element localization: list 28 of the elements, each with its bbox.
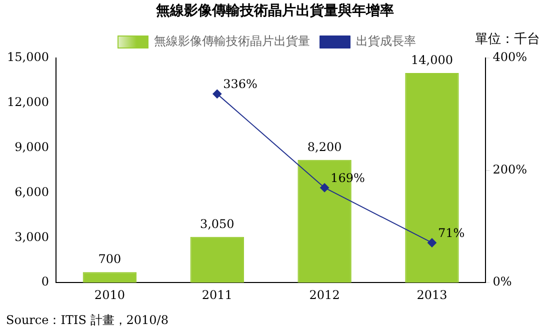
legend-label: 無線影像傳輸技術晶片出貨量 — [154, 34, 310, 48]
y2-tick-label: 200% — [492, 162, 528, 176]
data-label: 14,000 — [410, 53, 453, 68]
y2-tick-label: 0% — [492, 274, 512, 289]
chart-subtitle: 單位：千台 — [475, 31, 540, 48]
bar — [190, 236, 244, 283]
y-tick-label: 9,000 — [14, 140, 49, 154]
x-tick-label: 2011 — [202, 288, 232, 302]
data-label: 700 — [98, 252, 122, 266]
y-tick-label: 0 — [41, 274, 49, 289]
data-label: 8,200 — [307, 140, 342, 154]
point — [427, 238, 436, 248]
bar — [82, 272, 137, 283]
y-tick-label: 15,000 — [6, 50, 49, 64]
data-label: 3,050 — [200, 217, 234, 232]
legend-label: 出貨成長率 — [356, 34, 416, 48]
x-tick-label: 2012 — [309, 288, 340, 302]
x-tick-label: 2010 — [94, 288, 125, 302]
point — [320, 183, 330, 192]
x-tick-label: 2013 — [416, 288, 448, 302]
y-tick-label: 6,000 — [14, 184, 49, 199]
source-note: Source：ITIS 計畫，2010/8 — [6, 312, 168, 329]
data-label: 336% — [223, 77, 258, 92]
y-tick-label: 12,000 — [6, 95, 49, 110]
y-tick-label: 3,000 — [14, 230, 49, 244]
chart-title: 無線影像傳輸技術晶片出貨量與年增率 — [155, 2, 395, 20]
point — [212, 89, 222, 98]
y2-tick-label: 400% — [492, 50, 528, 64]
